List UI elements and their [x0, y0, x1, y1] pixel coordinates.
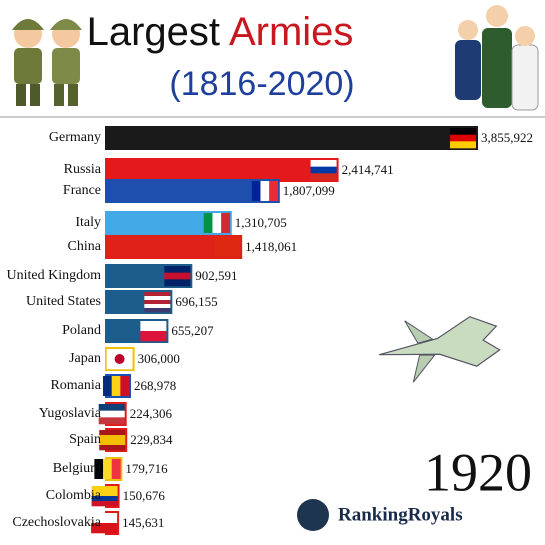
flag-stripe [450, 141, 476, 149]
value-label: 696,155 [175, 294, 217, 309]
flag-stripe [99, 430, 126, 436]
flag-stripe [212, 213, 222, 233]
category-label: Spain [69, 432, 101, 447]
bar [105, 158, 339, 182]
subtitle: (1816-2020) [169, 65, 354, 103]
flag-stripe [91, 513, 118, 524]
flag-stripe [214, 237, 241, 258]
flag-stripe [91, 491, 118, 497]
flag-stripe [144, 292, 171, 297]
flag-stripe [164, 279, 191, 287]
brand: RankingRoyals [338, 504, 463, 525]
value-label: 145,631 [122, 515, 164, 530]
bars: Germany 3,855,922 Russia 2,414,741 France 1,8… [7, 126, 533, 535]
flag-stripe [251, 181, 261, 201]
category-label: Colombia [46, 488, 102, 503]
flag-stripe [269, 181, 279, 201]
category-label: France [63, 183, 101, 198]
flag-stripe [111, 376, 121, 396]
value-label: 179,716 [125, 461, 168, 476]
bar [105, 179, 280, 203]
flag-stripe [91, 496, 118, 502]
category-label: United Kingdom [7, 268, 102, 283]
value-label: 1,310,705 [235, 215, 287, 230]
flag-stripe [310, 160, 337, 167]
flag-stripe [144, 304, 171, 309]
flag-stripe [94, 459, 104, 479]
value-label: 655,207 [171, 323, 214, 338]
flag-stripe [111, 459, 121, 479]
title-text: Largest [87, 10, 220, 54]
flag-stripe [99, 440, 126, 446]
title-highlight: Armies [229, 10, 353, 54]
category-label: Romania [50, 378, 101, 393]
flag-stripe [450, 128, 476, 135]
flag-stripe [221, 213, 231, 233]
value-label: 902,591 [195, 268, 237, 283]
flag-stripe [140, 321, 167, 332]
category-label: United States [26, 294, 101, 309]
flag-stripe [144, 308, 171, 313]
flag-stripe [98, 410, 125, 418]
flag-stripe [164, 266, 191, 273]
flag-stripe [450, 134, 476, 142]
flag-stripe [99, 445, 126, 451]
flag-stripe [103, 459, 113, 479]
flag-stripe [98, 404, 125, 411]
value-label: 1,418,061 [245, 239, 297, 254]
flag-stripe [103, 376, 112, 396]
flag-stripe [144, 300, 171, 305]
flag-stripe [310, 173, 337, 181]
category-label: Yugoslavia [39, 406, 102, 421]
value-label: 268,978 [134, 378, 176, 393]
flag-stripe [91, 486, 118, 492]
category-label: Germany [49, 130, 101, 145]
flag-disc [114, 354, 125, 364]
flag-stripe [164, 272, 191, 280]
category-label: Poland [62, 323, 101, 338]
value-label: 224,306 [130, 406, 173, 421]
category-label: Belgium [53, 461, 101, 476]
jet [379, 316, 501, 383]
brand-logo [297, 499, 329, 531]
flag-stripe [99, 435, 126, 441]
flag-stripe [120, 376, 130, 396]
flag-stripe [140, 331, 167, 342]
value-label: 229,834 [130, 432, 173, 447]
flag-stripe [260, 181, 270, 201]
flag-stripe [144, 296, 171, 301]
category-label: Italy [75, 215, 101, 230]
flag-stripe [203, 213, 213, 233]
year-label: 1920 [424, 442, 532, 502]
flag-stripe [91, 523, 118, 534]
soldiers-right [455, 5, 539, 111]
chart-title: Largest Armies [87, 10, 354, 54]
flag-stripe [98, 417, 125, 425]
flag-stripe [91, 501, 118, 507]
flag-stripe [310, 166, 337, 174]
value-label: 150,676 [123, 488, 166, 503]
bar [105, 126, 478, 150]
category-label: Japan [69, 351, 101, 366]
soldiers-left [12, 19, 82, 106]
value-label: 2,414,741 [342, 162, 394, 177]
category-label: Czechoslovakia [12, 515, 101, 530]
value-label: 1,807,099 [283, 183, 335, 198]
value-label: 306,000 [138, 351, 180, 366]
category-label: China [68, 239, 102, 254]
category-label: Russia [64, 162, 102, 177]
value-label: 3,855,922 [481, 130, 533, 145]
